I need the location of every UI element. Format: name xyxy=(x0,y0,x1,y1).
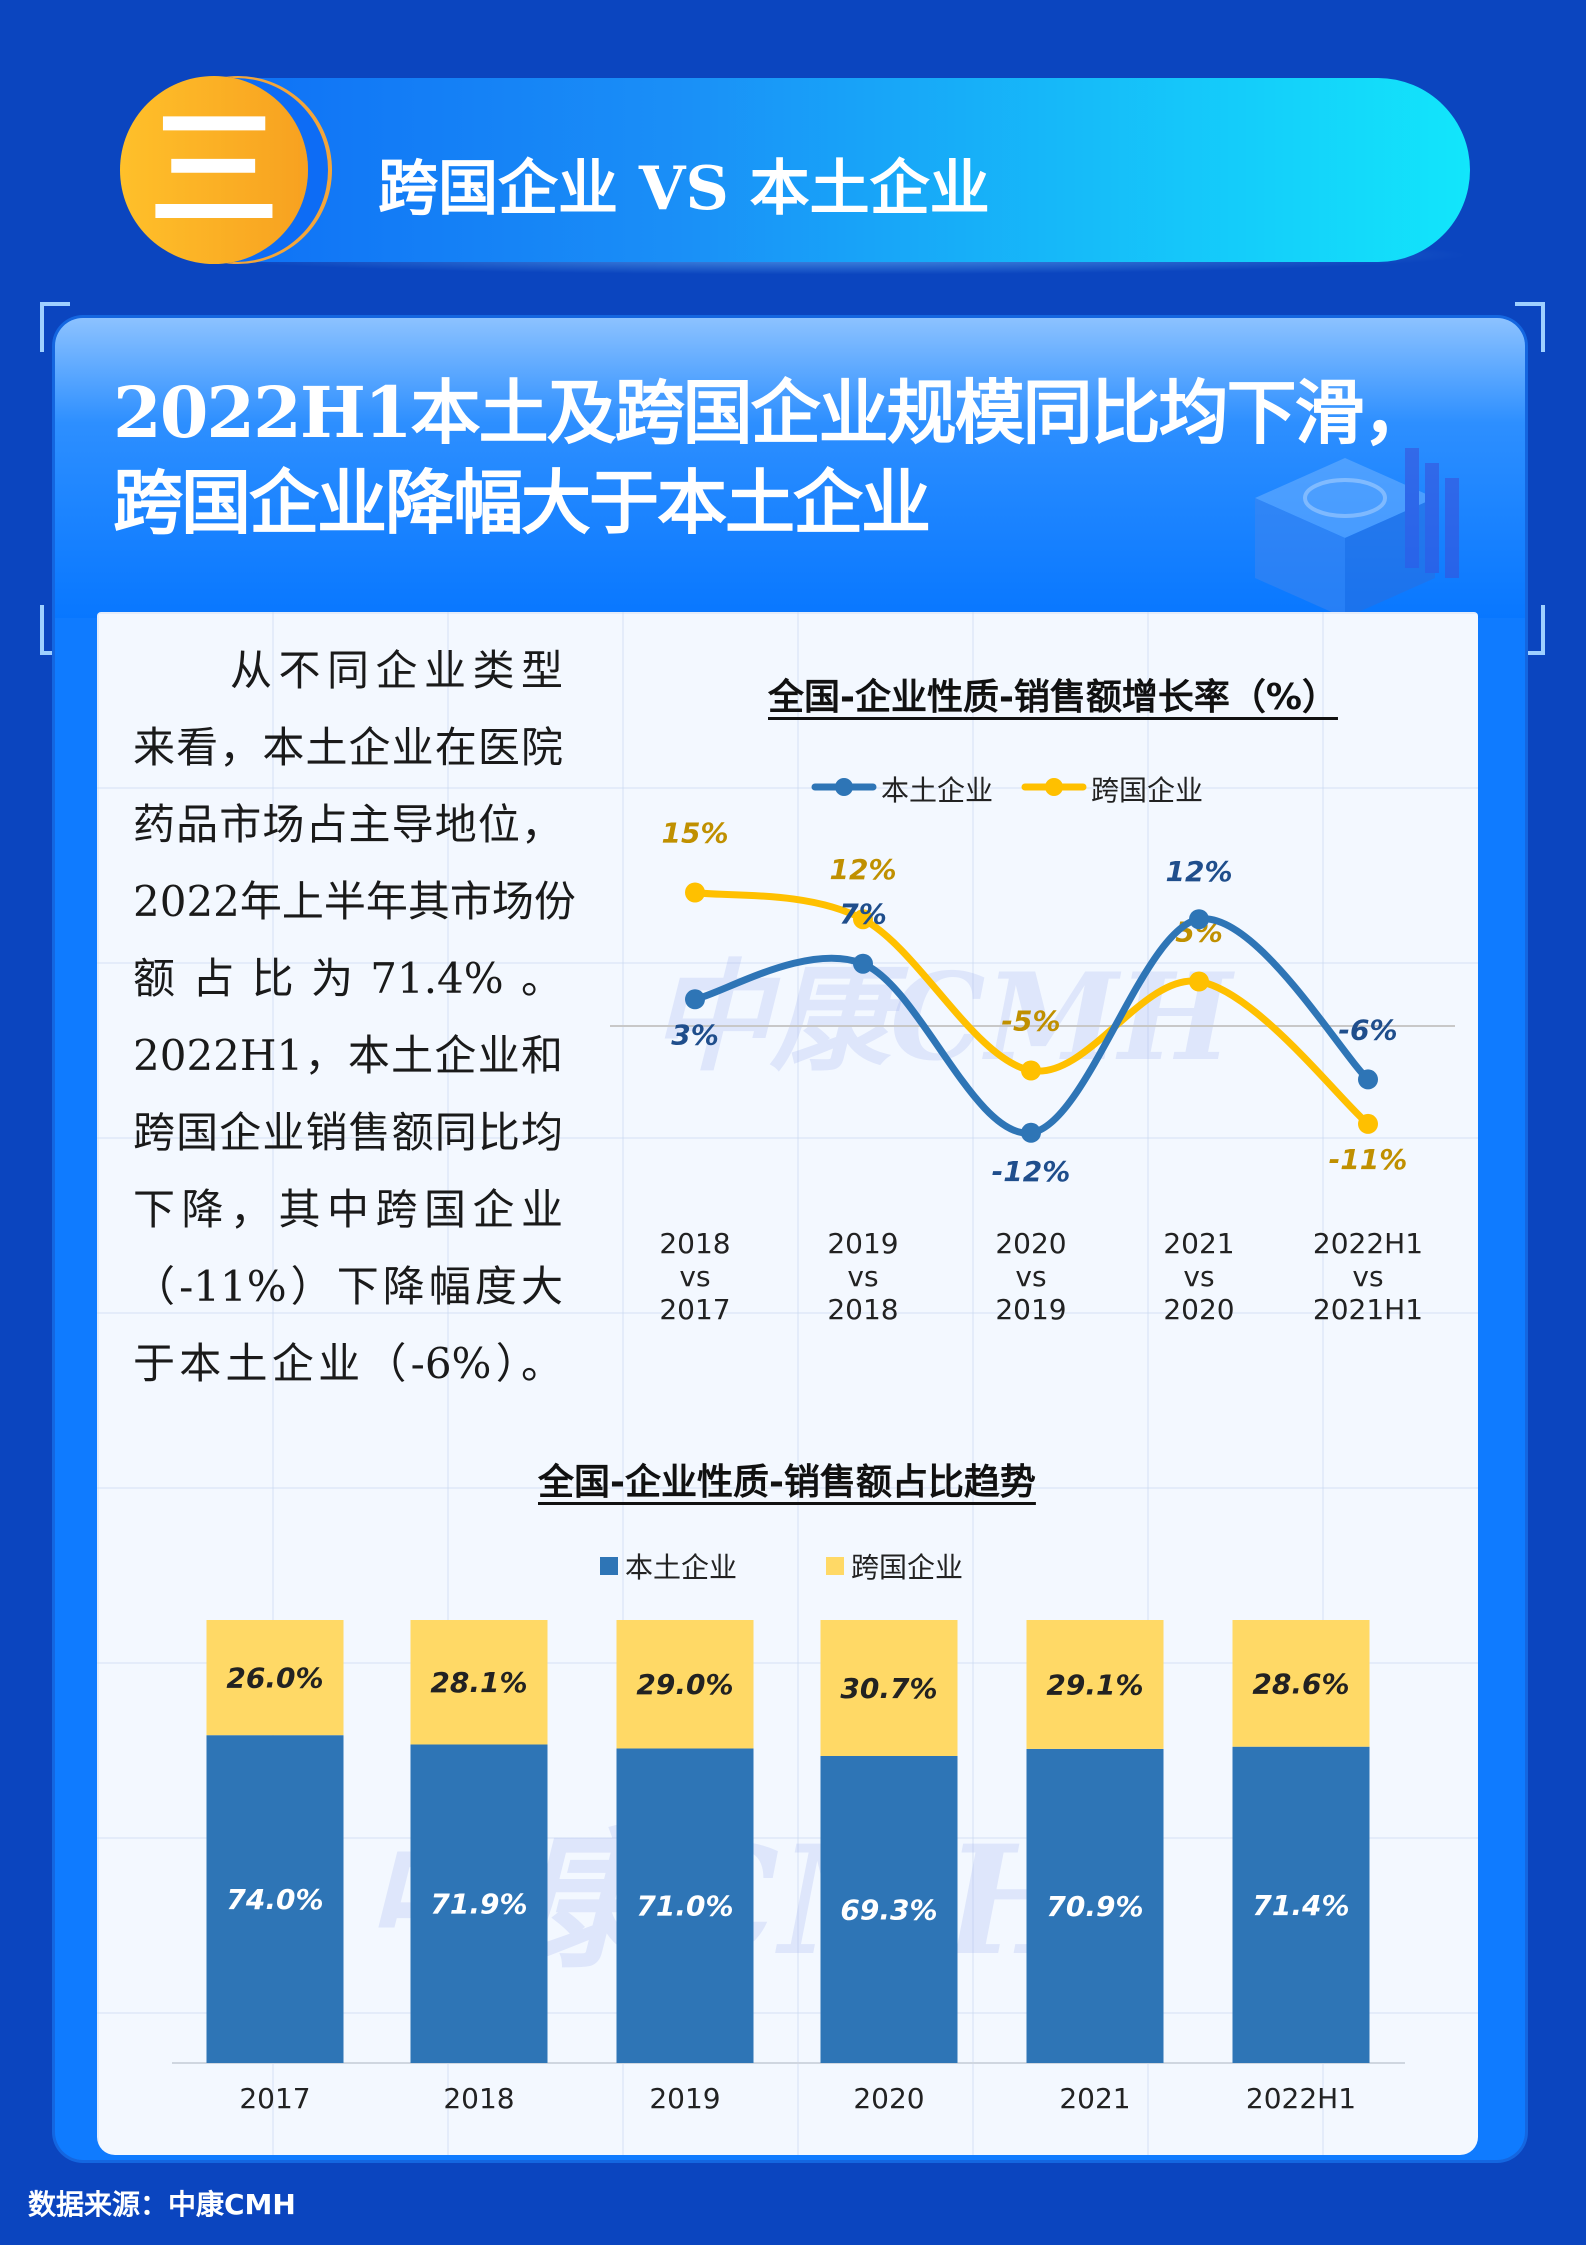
headline-line-2: 跨国企业降幅大于本土企业 xyxy=(113,461,931,544)
paragraph-line: 额占比为71.4%。 xyxy=(133,954,563,1003)
paragraph-line: 2022年上半年其市场份 xyxy=(133,877,576,926)
headline-line-1: 2022H1本土及跨国企业规模同比均下滑， xyxy=(113,371,1433,454)
section-title: 跨国企业 VS 本土企业 xyxy=(378,154,990,224)
paragraph-line: 下降，其中跨国企业 xyxy=(133,1185,563,1234)
paragraph-line: 从不同企业类型 xyxy=(133,646,563,695)
line-chart-title: 全国-企业性质-销售额增长率（%） xyxy=(768,677,1338,718)
headline-area: 2022H1本土及跨国企业规模同比均下滑， 跨国企业降幅大于本土企业 xyxy=(55,318,1525,618)
section-number-badge: 三 xyxy=(120,76,308,264)
section-banner xyxy=(150,78,1470,262)
headline: 2022H1本土及跨国企业规模同比均下滑， 跨国企业降幅大于本土企业 xyxy=(113,368,1433,548)
frame-corner-top-left xyxy=(40,302,70,352)
server-illustration xyxy=(1255,448,1459,618)
paragraph-line: 药品市场占主导地位， xyxy=(133,800,563,849)
paragraph-line: 来看，本土企业在医院 xyxy=(133,723,563,772)
frame-corner-bottom-right xyxy=(1515,605,1545,655)
paragraph-line: （-11%）下降幅度大 xyxy=(133,1262,563,1311)
watermark-logo: 中康CMH xyxy=(650,947,1232,1088)
bar-chart-title: 全国-企业性质-销售额占比趋势 xyxy=(538,1462,1036,1503)
data-source: 数据来源：中康CMH xyxy=(28,2188,296,2221)
paragraph-line: 跨国企业销售额同比均 xyxy=(133,1108,563,1157)
description-paragraph: 从不同企业类型 来看，本土企业在医院 药品市场占主导地位， 2022年上半年其市… xyxy=(133,632,576,1402)
paragraph-line: 2022H1，本土企业和 xyxy=(133,1031,563,1080)
section-number: 三 xyxy=(148,94,279,246)
watermark-logo: 中康CMH xyxy=(360,1813,1088,1989)
paragraph-line: 于本土企业（-6%）。 xyxy=(133,1339,563,1388)
frame-corner-top-right xyxy=(1515,302,1545,352)
